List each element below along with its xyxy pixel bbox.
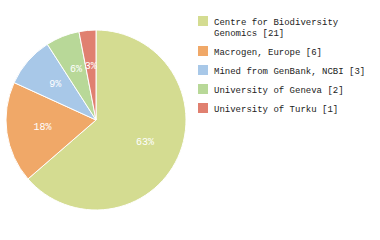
chart-container: 63% 18% 9% 6%3% Centre for BiodiversityGenom… <box>0 0 380 240</box>
data-label: 3% <box>85 61 97 72</box>
legend-label-line: University of Geneva [2] <box>214 86 344 96</box>
legend-label-line: Centre for Biodiversity <box>214 18 339 28</box>
data-label: 18% <box>34 122 52 133</box>
legend: Centre for BiodiversityGenomics [21] Macr… <box>198 16 365 115</box>
legend-label: Macrogen, Europe [6] <box>214 48 322 58</box>
legend-label-line: Macrogen, Europe [6] <box>214 48 322 58</box>
legend-label-line: Genomics [21] <box>214 29 284 39</box>
data-label: 9% <box>49 79 61 90</box>
legend-label: University of Turku [1] <box>214 105 338 115</box>
legend-label-line: University of Turku [1] <box>214 105 338 115</box>
data-label: 6% <box>70 64 82 75</box>
page: {"chart_data": {"type": "pie", "categori… <box>0 0 380 240</box>
legend-swatch <box>198 84 208 94</box>
legend-label-line: Mined from GenBank, NCBI [3] <box>214 67 365 77</box>
background <box>0 0 380 240</box>
legend-label: Centre for BiodiversityGenomics [21] <box>214 18 339 39</box>
legend-swatch <box>198 16 208 26</box>
data-labels: 63% 18% 9% 6%3% <box>34 61 155 148</box>
legend-swatch <box>198 65 208 75</box>
legend-swatch <box>198 103 208 113</box>
legend-label: University of Geneva [2] <box>214 86 344 96</box>
legend-label: Mined from GenBank, NCBI [3] <box>214 67 365 77</box>
data-label: 63% <box>136 137 154 148</box>
pie <box>6 30 186 210</box>
legend-swatch <box>198 46 208 56</box>
chart-svg: 63% 18% 9% 6%3% Centre for BiodiversityGenom… <box>0 0 380 240</box>
